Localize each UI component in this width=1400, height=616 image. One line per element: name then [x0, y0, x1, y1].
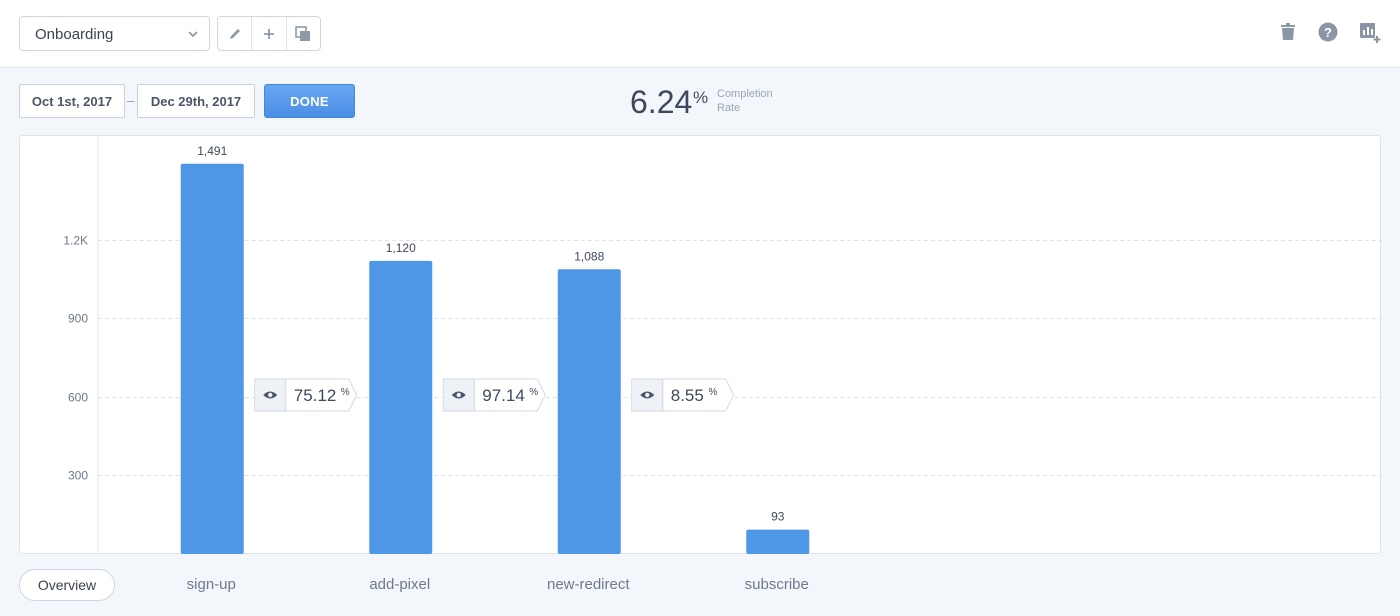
funnel-select[interactable]: Onboarding — [19, 16, 210, 51]
funnel-tools — [217, 16, 321, 51]
conversion-badge[interactable]: 8.55% — [631, 378, 735, 412]
svg-text:?: ? — [1324, 25, 1332, 40]
done-button[interactable]: DONE — [264, 84, 355, 118]
eye-icon-pupil — [456, 392, 461, 398]
completion-rate-label: Completion — [717, 88, 773, 100]
add-report-icon[interactable] — [1359, 22, 1381, 44]
completion-rate-label-2: Rate — [717, 102, 741, 114]
funnel-select-value: Onboarding — [35, 26, 114, 43]
trash-icon[interactable] — [1279, 22, 1297, 42]
end-date-input[interactable]: Dec 29th, 2017 — [137, 84, 255, 118]
duplicate-button[interactable] — [287, 17, 320, 50]
date-separator: – — [127, 93, 135, 108]
duplicate-icon — [295, 25, 311, 41]
conversion-badge[interactable]: 75.12% — [254, 378, 358, 412]
bar-value-label: 1,120 — [386, 241, 416, 255]
y-tick-label: 600 — [68, 391, 88, 405]
x-category-label: add-pixel — [369, 576, 431, 593]
bar-value-label: 1,491 — [197, 144, 227, 158]
x-category-label: new-redirect — [546, 576, 630, 593]
bar — [557, 269, 621, 554]
conversion-rate-unit: % — [341, 387, 350, 398]
bar — [180, 163, 244, 554]
x-category-label: subscribe — [744, 576, 809, 593]
eye-icon-pupil — [268, 392, 273, 398]
add-step-button[interactable] — [252, 17, 287, 50]
conversion-rate-unit: % — [529, 387, 538, 398]
y-tick-label: 900 — [68, 312, 88, 326]
conversion-badge[interactable]: 97.14% — [442, 378, 546, 412]
conversion-rate-value: 8.55 — [671, 386, 704, 405]
top-toolbar: Onboarding ? — [0, 0, 1400, 68]
conversion-rate-value: 75.12 — [294, 386, 337, 405]
bar-value-label: 93 — [771, 510, 785, 524]
bar — [746, 529, 810, 554]
bar-value-label: 1,088 — [574, 249, 604, 263]
completion-rate-value: 6.24 — [630, 84, 693, 120]
edit-button[interactable] — [218, 17, 253, 50]
start-date-input[interactable]: Oct 1st, 2017 — [19, 84, 125, 118]
bar — [369, 260, 433, 554]
conversion-rate-value: 97.14 — [482, 386, 525, 405]
y-tick-label: 1.2K — [63, 234, 88, 248]
y-tick-label: 300 — [68, 469, 88, 483]
plus-icon — [263, 28, 274, 39]
conversion-rate-unit: % — [709, 387, 718, 398]
completion-rate-unit: % — [693, 88, 709, 107]
overview-button[interactable]: Overview — [19, 569, 115, 601]
help-icon[interactable]: ? — [1318, 22, 1338, 42]
x-category-label: sign-up — [186, 576, 236, 593]
pencil-icon — [229, 28, 240, 39]
eye-icon-pupil — [645, 392, 650, 398]
funnel-chart: 300 600 900 1.2K 1,491 1,120 1,088 93 75.12% 97.1… — [19, 135, 1382, 554]
chevron-down-icon — [188, 31, 198, 38]
